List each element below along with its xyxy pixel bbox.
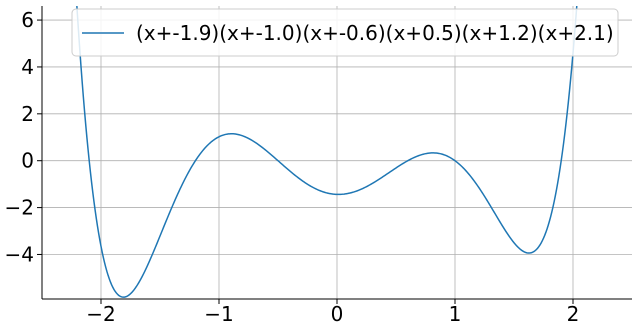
x-tick-label: 1	[449, 302, 462, 325]
y-tick-label: 2	[21, 102, 34, 126]
x-tick-label: −1	[204, 302, 233, 325]
y-tick-label: −4	[5, 242, 34, 266]
axes	[37, 6, 632, 304]
y-tick-label: 4	[21, 55, 34, 79]
x-tick-label: −2	[86, 302, 115, 325]
y-tick-label: 6	[21, 8, 34, 32]
series-line	[76, 6, 578, 298]
y-tick-label: 0	[21, 149, 34, 173]
y-tick-label: −2	[5, 196, 34, 220]
x-tick-label: 2	[567, 302, 580, 325]
series-layer	[76, 6, 578, 298]
tick-labels: −2 −1 0 1 2 −4 −2 0 2 4 6	[5, 8, 580, 325]
legend-box	[71, 8, 619, 57]
legend-label: (x+-1.9)(x+-1.0)(x+-0.6)(x+0.5)(x+1.2)(x…	[136, 21, 614, 45]
x-tick-label: 0	[331, 302, 344, 325]
legend: (x+-1.9)(x+-1.0)(x+-0.6)(x+0.5)(x+1.2)(x…	[71, 8, 619, 57]
